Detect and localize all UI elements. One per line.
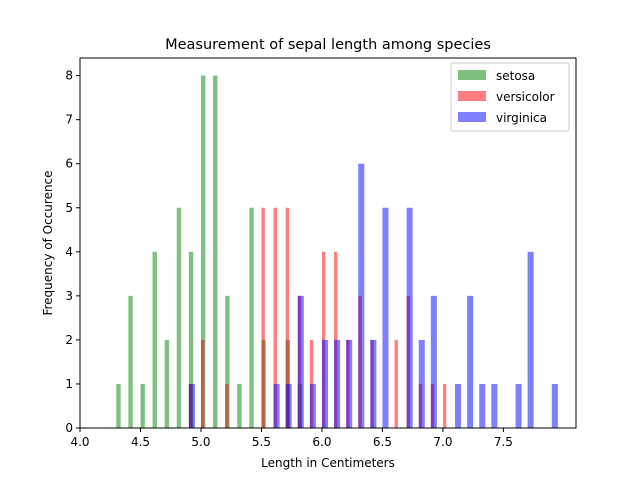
- chart-title: Measurement of sepal length among specie…: [165, 37, 491, 53]
- bar-versicolor-3: [261, 207, 265, 428]
- bar-versicolor-5: [285, 207, 290, 428]
- bar-setosa-3: [152, 251, 157, 428]
- bar-virginica-14: [455, 383, 462, 428]
- y-tick-label: 1: [65, 377, 73, 391]
- bar-virginica-15: [467, 295, 474, 428]
- bar-setosa-10: [237, 383, 242, 428]
- bar-virginica-17: [491, 383, 498, 428]
- x-axis: 4.0 4.5 5.0 5.5 6.0 6.5 7.0 7.5: [70, 428, 513, 449]
- y-tick-label: 6: [65, 157, 73, 171]
- bar-versicolor-4: [273, 207, 277, 428]
- y-tick-label: 3: [65, 289, 73, 303]
- legend-label-virginica: virginica: [496, 111, 547, 125]
- bar-versicolor-17: [442, 383, 447, 428]
- x-tick-label: 6.0: [312, 435, 331, 449]
- x-tick-label: 7.0: [433, 435, 452, 449]
- bar-setosa-4: [164, 339, 170, 428]
- bar-versicolor-1: [200, 339, 205, 428]
- bar-virginica-2: [285, 383, 292, 428]
- y-tick-label: 7: [65, 113, 73, 127]
- bar-setosa-1: [128, 295, 133, 428]
- bar-setosa-5: [176, 207, 182, 428]
- x-axis-label: Length in Centimeters: [261, 456, 395, 470]
- bar-virginica-4: [309, 383, 316, 428]
- legend-label-versicolor: versicolor: [496, 90, 555, 104]
- bar-virginica-6: [334, 339, 341, 428]
- x-tick-label: 5.0: [191, 435, 210, 449]
- x-tick-label: 6.5: [373, 435, 392, 449]
- x-tick-label: 4.5: [131, 435, 150, 449]
- y-tick-label: 5: [65, 201, 73, 215]
- bar-versicolor-13: [394, 339, 398, 428]
- legend: setosa versicolor virginica: [450, 62, 570, 132]
- bar-virginica-5: [321, 339, 328, 428]
- bar-virginica-1: [273, 383, 280, 428]
- y-tick-label: 0: [65, 421, 73, 435]
- bar-virginica-12: [418, 339, 425, 428]
- x-tick-label: 5.5: [252, 435, 271, 449]
- bar-virginica-0: [188, 383, 195, 428]
- x-tick-label: 4.0: [70, 435, 89, 449]
- legend-swatch-versicolor: [458, 91, 486, 101]
- x-tick-label: 7.5: [494, 435, 513, 449]
- y-tick-label: 4: [65, 245, 73, 259]
- bar-virginica-10: [382, 207, 389, 428]
- y-axis: 0 1 2 3 4 5 6 7 8: [65, 69, 80, 435]
- bar-setosa-8: [213, 75, 218, 429]
- legend-swatch-setosa: [458, 70, 486, 80]
- bar-versicolor-2: [225, 383, 229, 428]
- y-tick-label: 8: [65, 69, 73, 83]
- bar-setosa-9: [225, 295, 230, 428]
- bar-virginica-16: [479, 383, 486, 428]
- bar-setosa-6: [188, 251, 194, 428]
- y-tick-label: 2: [65, 333, 73, 347]
- bar-virginica-7: [346, 339, 353, 428]
- bar-virginica-18: [515, 383, 522, 428]
- legend-label-setosa: setosa: [496, 69, 535, 83]
- bar-setosa-0: [116, 383, 121, 428]
- bar-virginica-19: [527, 251, 534, 428]
- bar-setosa-2: [140, 383, 145, 428]
- bar-virginica-20: [551, 383, 558, 428]
- bar-virginica-9: [370, 339, 377, 428]
- bar-setosa-11: [249, 207, 254, 428]
- plot-frame: [79, 57, 577, 429]
- bar-virginica-13: [430, 295, 437, 428]
- y-axis-label: Frequency of Occurence: [41, 170, 55, 315]
- bars-layer: [116, 75, 558, 429]
- bar-virginica-3: [297, 295, 304, 428]
- bar-setosa-7: [200, 75, 206, 429]
- bar-virginica-8: [358, 163, 365, 428]
- bar-virginica-11: [406, 207, 413, 428]
- legend-swatch-virginica: [458, 112, 486, 122]
